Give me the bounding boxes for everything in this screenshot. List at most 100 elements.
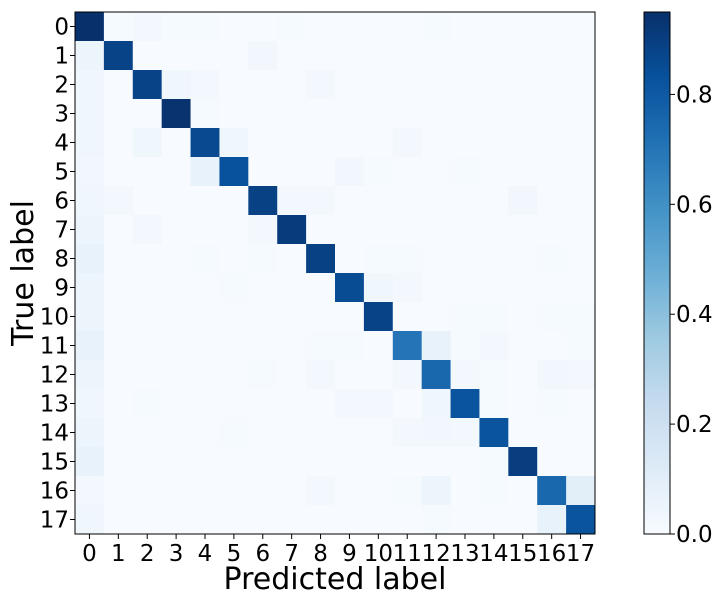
heatmap-cell xyxy=(450,389,480,419)
heatmap-cell xyxy=(103,215,134,245)
heatmap-cell xyxy=(508,186,538,216)
heatmap-cell xyxy=(132,157,163,187)
heatmap-cell xyxy=(103,273,134,303)
heatmap-cell xyxy=(277,215,307,245)
heatmap-cell xyxy=(537,244,567,274)
heatmap-cell xyxy=(508,12,538,42)
heatmap-cell xyxy=(132,186,163,216)
heatmap-cell xyxy=(450,244,480,274)
y-tick-label: 16 xyxy=(40,479,69,505)
heatmap-cell xyxy=(277,505,307,535)
heatmap-cell xyxy=(508,447,538,477)
heatmap-cell xyxy=(537,389,567,419)
heatmap-cell xyxy=(450,215,480,245)
heatmap-cell xyxy=(392,157,423,187)
colorbar-tick-label: 0.2 xyxy=(676,412,713,438)
heatmap-cell xyxy=(363,476,394,506)
heatmap-cell xyxy=(450,157,480,187)
heatmap-cell xyxy=(450,186,480,216)
heatmap-cell xyxy=(335,99,365,129)
heatmap-cell xyxy=(219,505,249,535)
x-tick-label: 17 xyxy=(566,541,595,567)
heatmap-cell xyxy=(537,186,567,216)
heatmap-cell xyxy=(103,157,134,187)
heatmap-cell xyxy=(537,331,567,361)
heatmap-cell xyxy=(161,331,191,361)
heatmap-cell xyxy=(421,476,451,506)
heatmap-cell xyxy=(248,215,278,245)
heatmap-cell xyxy=(335,186,365,216)
heatmap-cell xyxy=(75,302,105,332)
heatmap-cell xyxy=(103,70,134,100)
heatmap-cell xyxy=(566,476,596,506)
heatmap-cell xyxy=(392,505,423,535)
heatmap-cell xyxy=(392,389,423,419)
heatmap-cell xyxy=(450,360,480,390)
heatmap-cell xyxy=(306,70,336,100)
heatmap-cell xyxy=(450,302,480,332)
heatmap-cell xyxy=(335,302,365,332)
heatmap-cell xyxy=(248,302,278,332)
heatmap-cell xyxy=(277,447,307,477)
heatmap-cell xyxy=(132,41,163,71)
heatmap-cell xyxy=(75,157,105,187)
heatmap-cell xyxy=(219,215,249,245)
heatmap-cell xyxy=(566,215,596,245)
heatmap-cell xyxy=(132,215,163,245)
heatmap-cell xyxy=(248,273,278,303)
heatmap-cell xyxy=(363,41,394,71)
heatmap-cell xyxy=(335,476,365,506)
heatmap-cell xyxy=(335,70,365,100)
colorbar-tick-label: 0.6 xyxy=(676,192,713,218)
heatmap-cell xyxy=(161,389,191,419)
heatmap-cell xyxy=(277,12,307,42)
colorbar-tick-label: 0.4 xyxy=(676,302,713,328)
heatmap-cell xyxy=(132,12,163,42)
y-tick-label: 2 xyxy=(54,73,69,99)
y-tick-label: 14 xyxy=(40,421,69,447)
heatmap-cell xyxy=(219,41,249,71)
heatmap-cell xyxy=(248,128,278,158)
heatmap-cell xyxy=(421,302,451,332)
heatmap-cell xyxy=(508,360,538,390)
heatmap-cell xyxy=(508,128,538,158)
heatmap-cell xyxy=(75,215,105,245)
heatmap-cell xyxy=(566,331,596,361)
heatmap-cell xyxy=(508,99,538,129)
heatmap-cell xyxy=(363,273,394,303)
heatmap-cell xyxy=(103,41,134,71)
heatmap-cell xyxy=(190,12,220,42)
heatmap-cell xyxy=(421,244,451,274)
heatmap-cell xyxy=(566,447,596,477)
heatmap-cell xyxy=(479,476,509,506)
heatmap-cell xyxy=(421,12,451,42)
heatmap-cell xyxy=(335,41,365,71)
x-tick-label: 11 xyxy=(393,541,422,567)
y-tick-label: 4 xyxy=(54,131,69,157)
heatmap-cell xyxy=(248,418,278,448)
heatmap-cell xyxy=(392,186,423,216)
heatmap-cell xyxy=(190,273,220,303)
heatmap-cell xyxy=(306,244,336,274)
y-tick-label: 1 xyxy=(54,44,69,70)
heatmap-cell xyxy=(566,302,596,332)
heatmap-cell xyxy=(277,244,307,274)
heatmap-cell xyxy=(479,389,509,419)
heatmap-cell xyxy=(190,389,220,419)
heatmap-cell xyxy=(363,389,394,419)
heatmap-cell xyxy=(248,244,278,274)
heatmap-cell xyxy=(537,157,567,187)
heatmap-cell xyxy=(566,418,596,448)
x-tick-label: 3 xyxy=(169,541,184,567)
heatmap-cell xyxy=(219,157,249,187)
heatmap-cell xyxy=(103,476,134,506)
heatmap-cell xyxy=(306,389,336,419)
heatmap-cell xyxy=(75,331,105,361)
heatmap-cell xyxy=(450,128,480,158)
heatmap-cell xyxy=(190,186,220,216)
heatmap-cell xyxy=(75,186,105,216)
heatmap-cell xyxy=(479,70,509,100)
heatmap-cell xyxy=(248,186,278,216)
heatmap-cell xyxy=(161,215,191,245)
heatmap-cell xyxy=(363,418,394,448)
